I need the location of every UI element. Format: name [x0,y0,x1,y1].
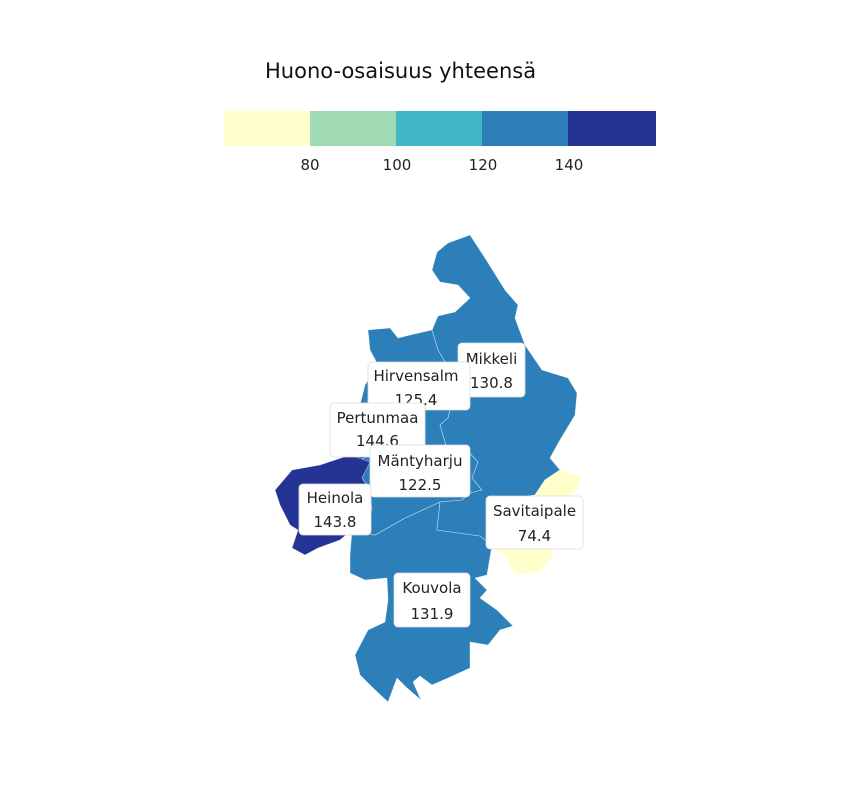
label-box-heinola [298,483,372,536]
legend-tick-100: 100 [383,156,412,174]
label-value-mikkeli: 130.8 [470,374,513,392]
label-name-kouvola: Kouvola [402,579,461,597]
label-box-savitaipale [485,495,584,550]
legend-title: Huono-osaisuus yhteensä [265,59,536,83]
legend-tick-140: 140 [555,156,584,174]
label-name-hirvensalmi: Hirvensalm [373,367,458,385]
legend-swatch-2 [310,111,397,146]
label-box-mantyharju [369,444,471,498]
label-mikkeli: Mikkeli 130.8 [457,342,526,398]
legend-tick-80: 80 [300,156,319,174]
label-heinola: Heinola 143.8 [298,483,372,536]
label-value-heinola: 143.8 [314,513,357,531]
legend-swatch-4 [482,111,569,146]
label-name-mikkeli: Mikkeli [466,350,518,368]
label-kouvola: Kouvola 131.9 [393,572,471,628]
label-hirvensalmi: Hirvensalm 125.4 [367,361,471,411]
legend-swatch-3 [396,111,483,146]
label-savitaipale: Savitaipale 74.4 [485,495,584,550]
label-name-mantyharju: Mäntyharju [378,452,463,470]
label-value-savitaipale: 74.4 [518,527,551,545]
label-pertunmaa: Pertunmaa 144.6 [329,402,426,458]
label-value-kouvola: 131.9 [411,605,454,623]
legend-tick-120: 120 [469,156,498,174]
legend-swatch-1 [224,111,311,146]
label-name-pertunmaa: Pertunmaa [337,409,419,427]
legend-swatch-5 [568,111,656,146]
legend: Huono-osaisuus yhteensä 80 100 120 140 [224,59,656,174]
map-labels: Mikkeli 130.8 Hirvensalm 125.4 Pertunmaa… [298,342,584,628]
label-name-heinola: Heinola [307,489,364,507]
label-box-kouvola [393,572,471,628]
label-name-savitaipale: Savitaipale [493,502,576,520]
label-mantyharju: Mäntyharju 122.5 [369,444,471,498]
label-value-mantyharju: 122.5 [399,476,442,494]
